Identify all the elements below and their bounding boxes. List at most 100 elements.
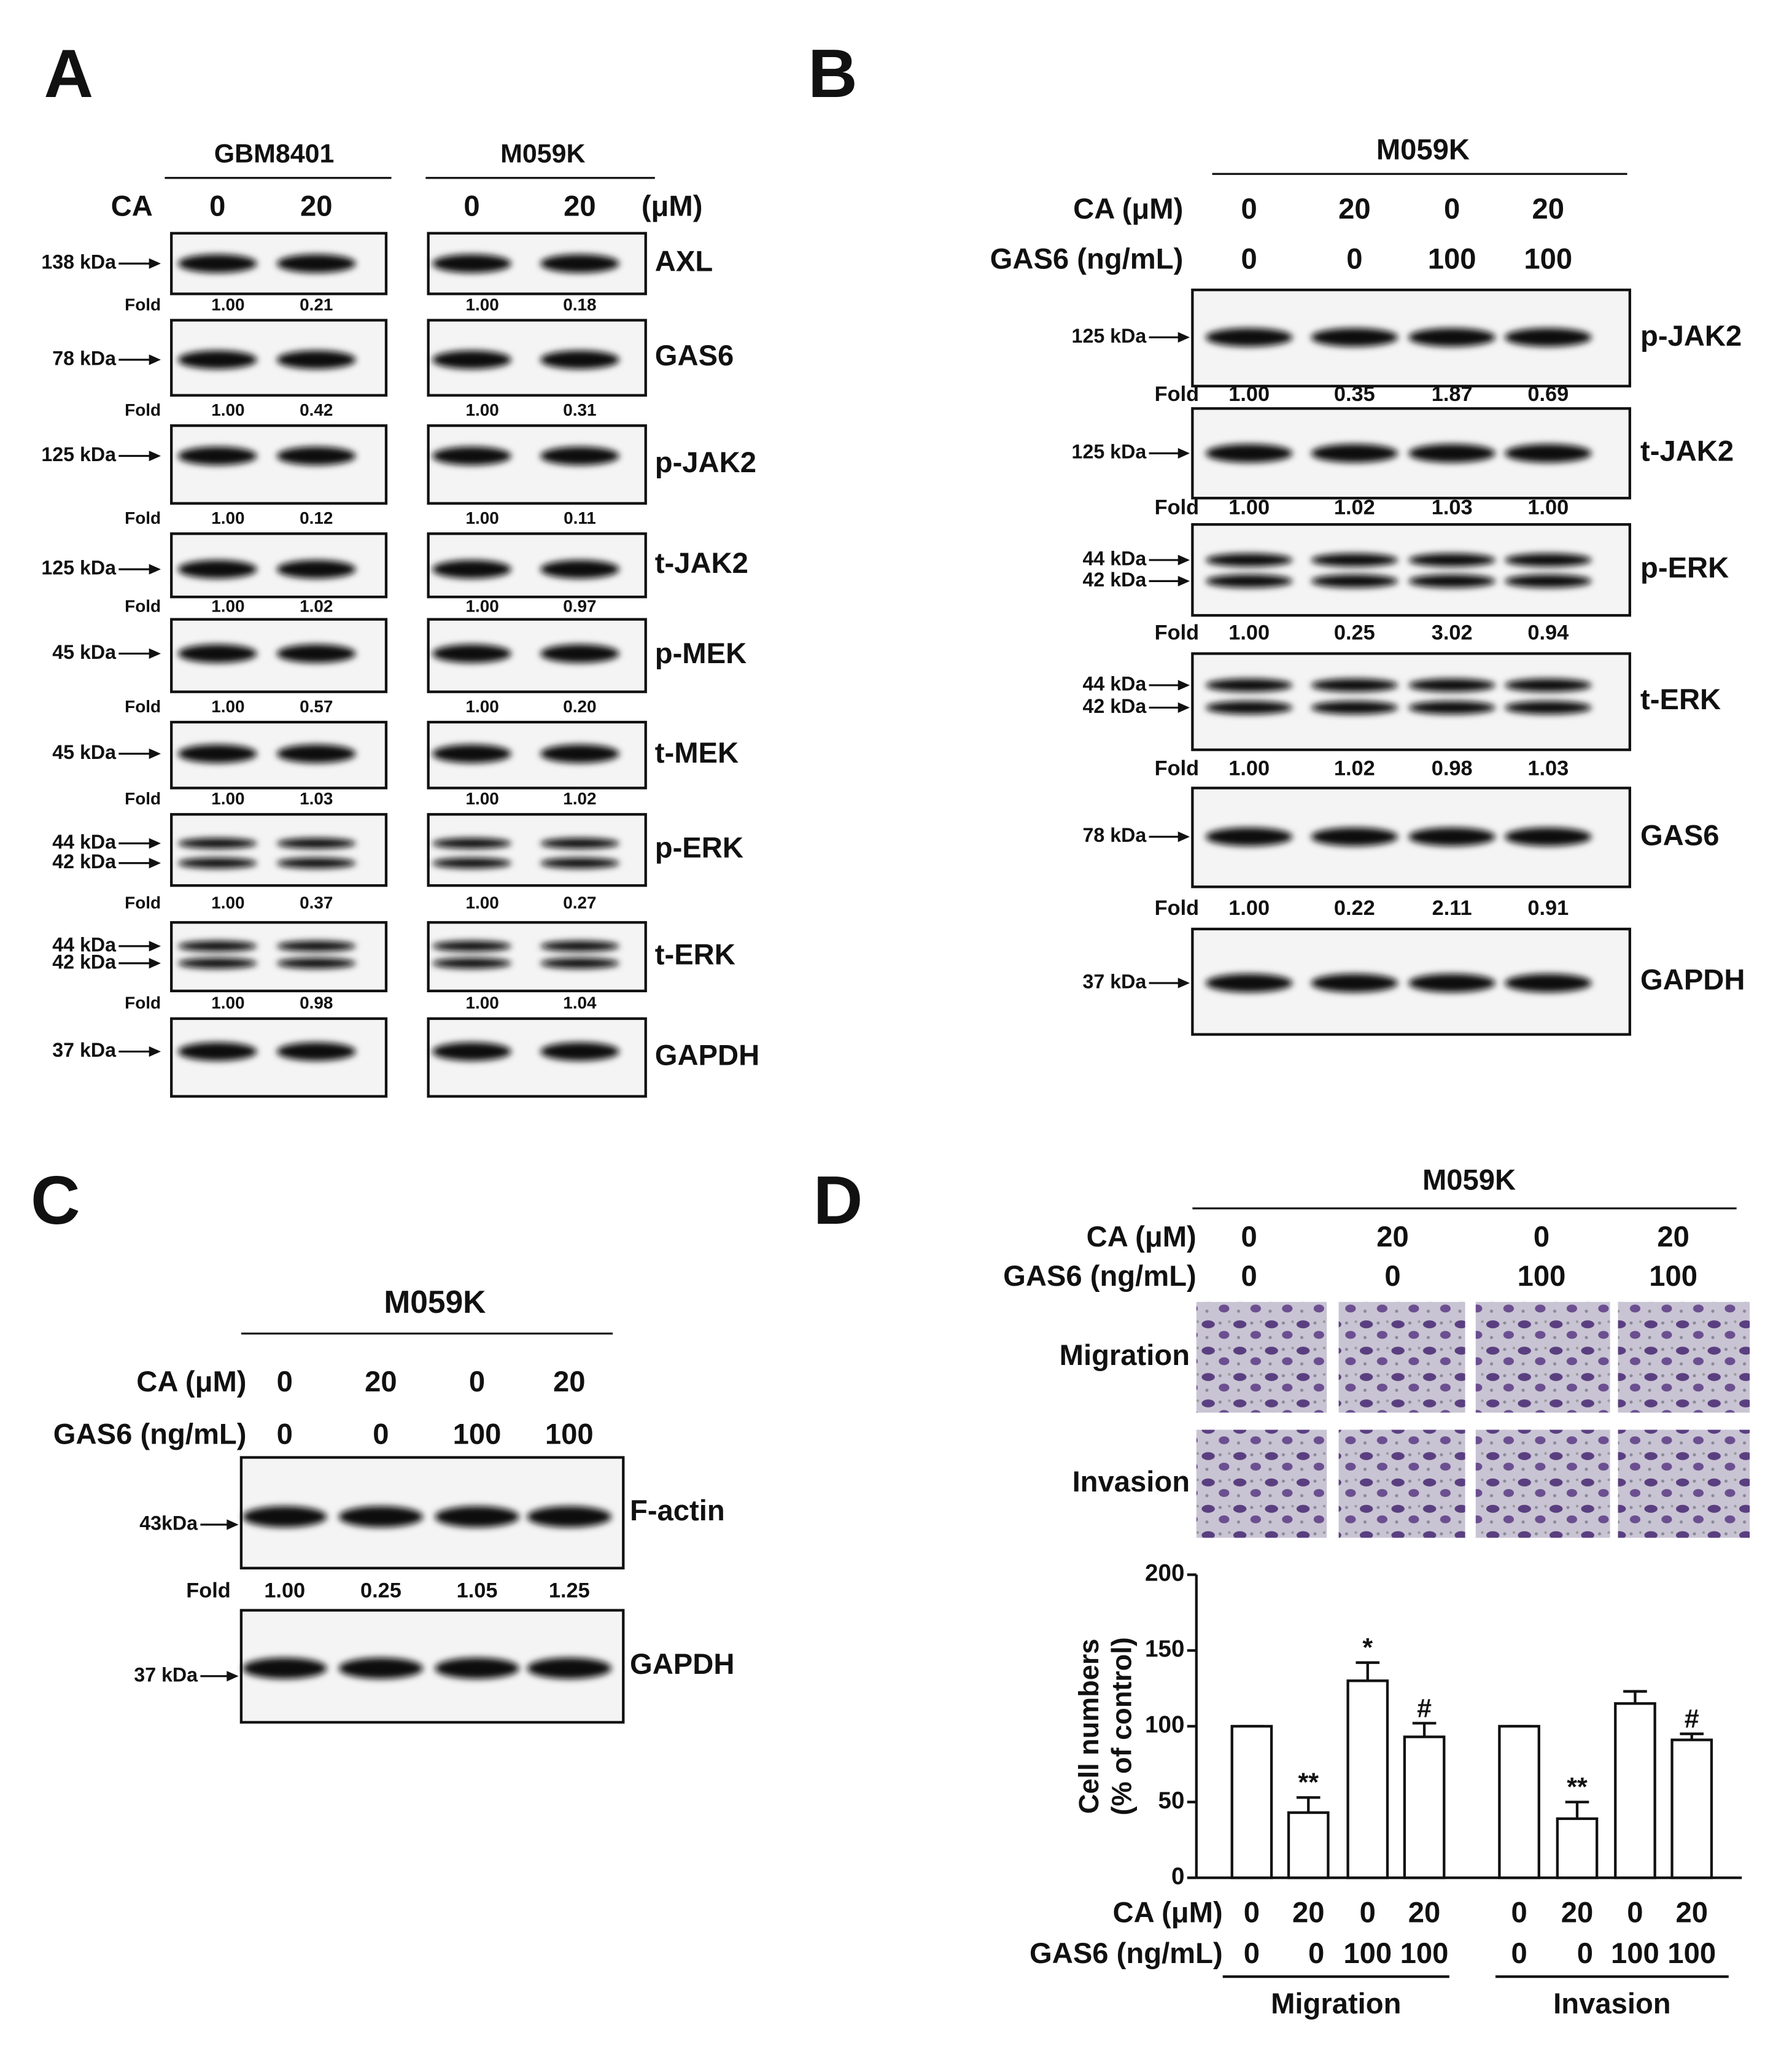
fold-value: 1.25 (549, 1579, 590, 1603)
band (432, 254, 511, 273)
kda-marker: 138 kDa (41, 251, 117, 273)
fold-value: 0.98 (300, 994, 333, 1013)
kda-marker: 37 kDa (1082, 970, 1147, 992)
protein-label: GAPDH (630, 1648, 734, 1681)
fold-value: 1.03 (1432, 496, 1473, 519)
arrow-head (149, 258, 161, 269)
x-row-value: 20 (1561, 1897, 1594, 1929)
band (1205, 827, 1293, 846)
band (435, 1657, 519, 1679)
fold-value: 0.35 (1334, 383, 1375, 406)
protein-label: GAS6 (1640, 819, 1720, 852)
fold-label: Fold (1155, 756, 1199, 780)
band (177, 1042, 257, 1061)
band (276, 744, 356, 763)
band (276, 560, 356, 579)
row-label: GAS6 (ng/mL) (53, 1418, 247, 1451)
band (1311, 827, 1398, 846)
group-label: Migration (1271, 1988, 1401, 2020)
lane-value: 0 (464, 190, 479, 223)
kda-marker: 43kDa (139, 1512, 198, 1534)
bar (1556, 1817, 1599, 1880)
band (177, 644, 257, 663)
fold-value: 1.00 (466, 697, 499, 716)
lane-value: 20 (1338, 193, 1371, 225)
lane-value: 20 (1657, 1221, 1689, 1253)
band (177, 446, 257, 465)
x-row-value: 0 (1511, 1937, 1527, 1970)
lane-value: 100 (453, 1418, 502, 1451)
blot-box (1191, 523, 1632, 617)
lane-value: 0 (277, 1366, 293, 1398)
band (540, 560, 619, 579)
band (1504, 574, 1592, 588)
band (177, 744, 257, 763)
arrow-head (1177, 680, 1190, 691)
protein-label: p-MEK (655, 637, 747, 670)
micrograph (1338, 1429, 1465, 1538)
fold-value: 1.00 (466, 893, 499, 912)
lane-value: 0 (1241, 1260, 1257, 1293)
kda-marker: 42 kDa (52, 951, 117, 973)
fold-label: Fold (125, 295, 161, 314)
arrow-head (1177, 448, 1190, 459)
band (1504, 444, 1592, 463)
band (432, 958, 511, 969)
band (540, 446, 619, 465)
lane-value: 0 (373, 1418, 389, 1451)
fold-value: 0.42 (300, 400, 333, 419)
blot-box (427, 921, 647, 992)
band (177, 350, 257, 369)
band (1408, 827, 1495, 846)
arrow-head (149, 958, 161, 969)
band (1408, 553, 1495, 567)
fold-value: 0.25 (360, 1579, 401, 1603)
band (432, 838, 511, 849)
band (338, 1657, 424, 1679)
arrow-head (149, 838, 161, 849)
fold-value: 1.00 (211, 697, 244, 716)
band (432, 446, 511, 465)
kda-marker: 42 kDa (1082, 695, 1147, 717)
fold-label: Fold (1155, 896, 1199, 920)
fold-value: 1.02 (1334, 756, 1375, 780)
lane-value: 100 (545, 1418, 594, 1451)
micrograph (1196, 1429, 1327, 1538)
x-row-value: 20 (1408, 1897, 1441, 1929)
row-label: CA (μM) (136, 1366, 246, 1398)
band (1205, 679, 1293, 692)
bar (1670, 1738, 1713, 1880)
x-row-value: 100 (1667, 1937, 1716, 1970)
fold-value: 0.18 (563, 295, 596, 314)
micrograph (1475, 1302, 1610, 1413)
image-row-label: Migration (1060, 1339, 1190, 1372)
band (1311, 973, 1398, 992)
row-label: GAS6 (ng/mL) (990, 243, 1184, 275)
band (432, 350, 511, 369)
x-row-value: 100 (1343, 1937, 1392, 1970)
lane-value: 100 (1649, 1260, 1697, 1293)
x-row-value: 100 (1611, 1937, 1659, 1970)
band (540, 254, 619, 273)
band (177, 838, 257, 849)
band (1408, 444, 1495, 463)
fold-value: 1.00 (466, 597, 499, 616)
band (432, 858, 511, 869)
fold-value: 1.00 (1527, 496, 1569, 519)
fold-value: 1.00 (1228, 756, 1270, 780)
lane-value: 0 (1384, 1260, 1400, 1293)
fold-value: 1.00 (211, 994, 244, 1013)
band (1504, 553, 1592, 567)
fold-value: 0.20 (563, 697, 596, 716)
fold-value: 1.02 (563, 789, 596, 808)
x-row-value: 0 (1360, 1897, 1376, 1929)
fold-value: 1.00 (466, 508, 499, 527)
lane-value: 0 (209, 190, 225, 223)
fold-value: 1.00 (466, 295, 499, 314)
blot-box (170, 1017, 388, 1098)
fold-value: 0.94 (1527, 621, 1569, 644)
x-row-value: 20 (1675, 1897, 1708, 1929)
protein-label: t-ERK (655, 939, 735, 971)
lane-value: 20 (1532, 193, 1565, 225)
